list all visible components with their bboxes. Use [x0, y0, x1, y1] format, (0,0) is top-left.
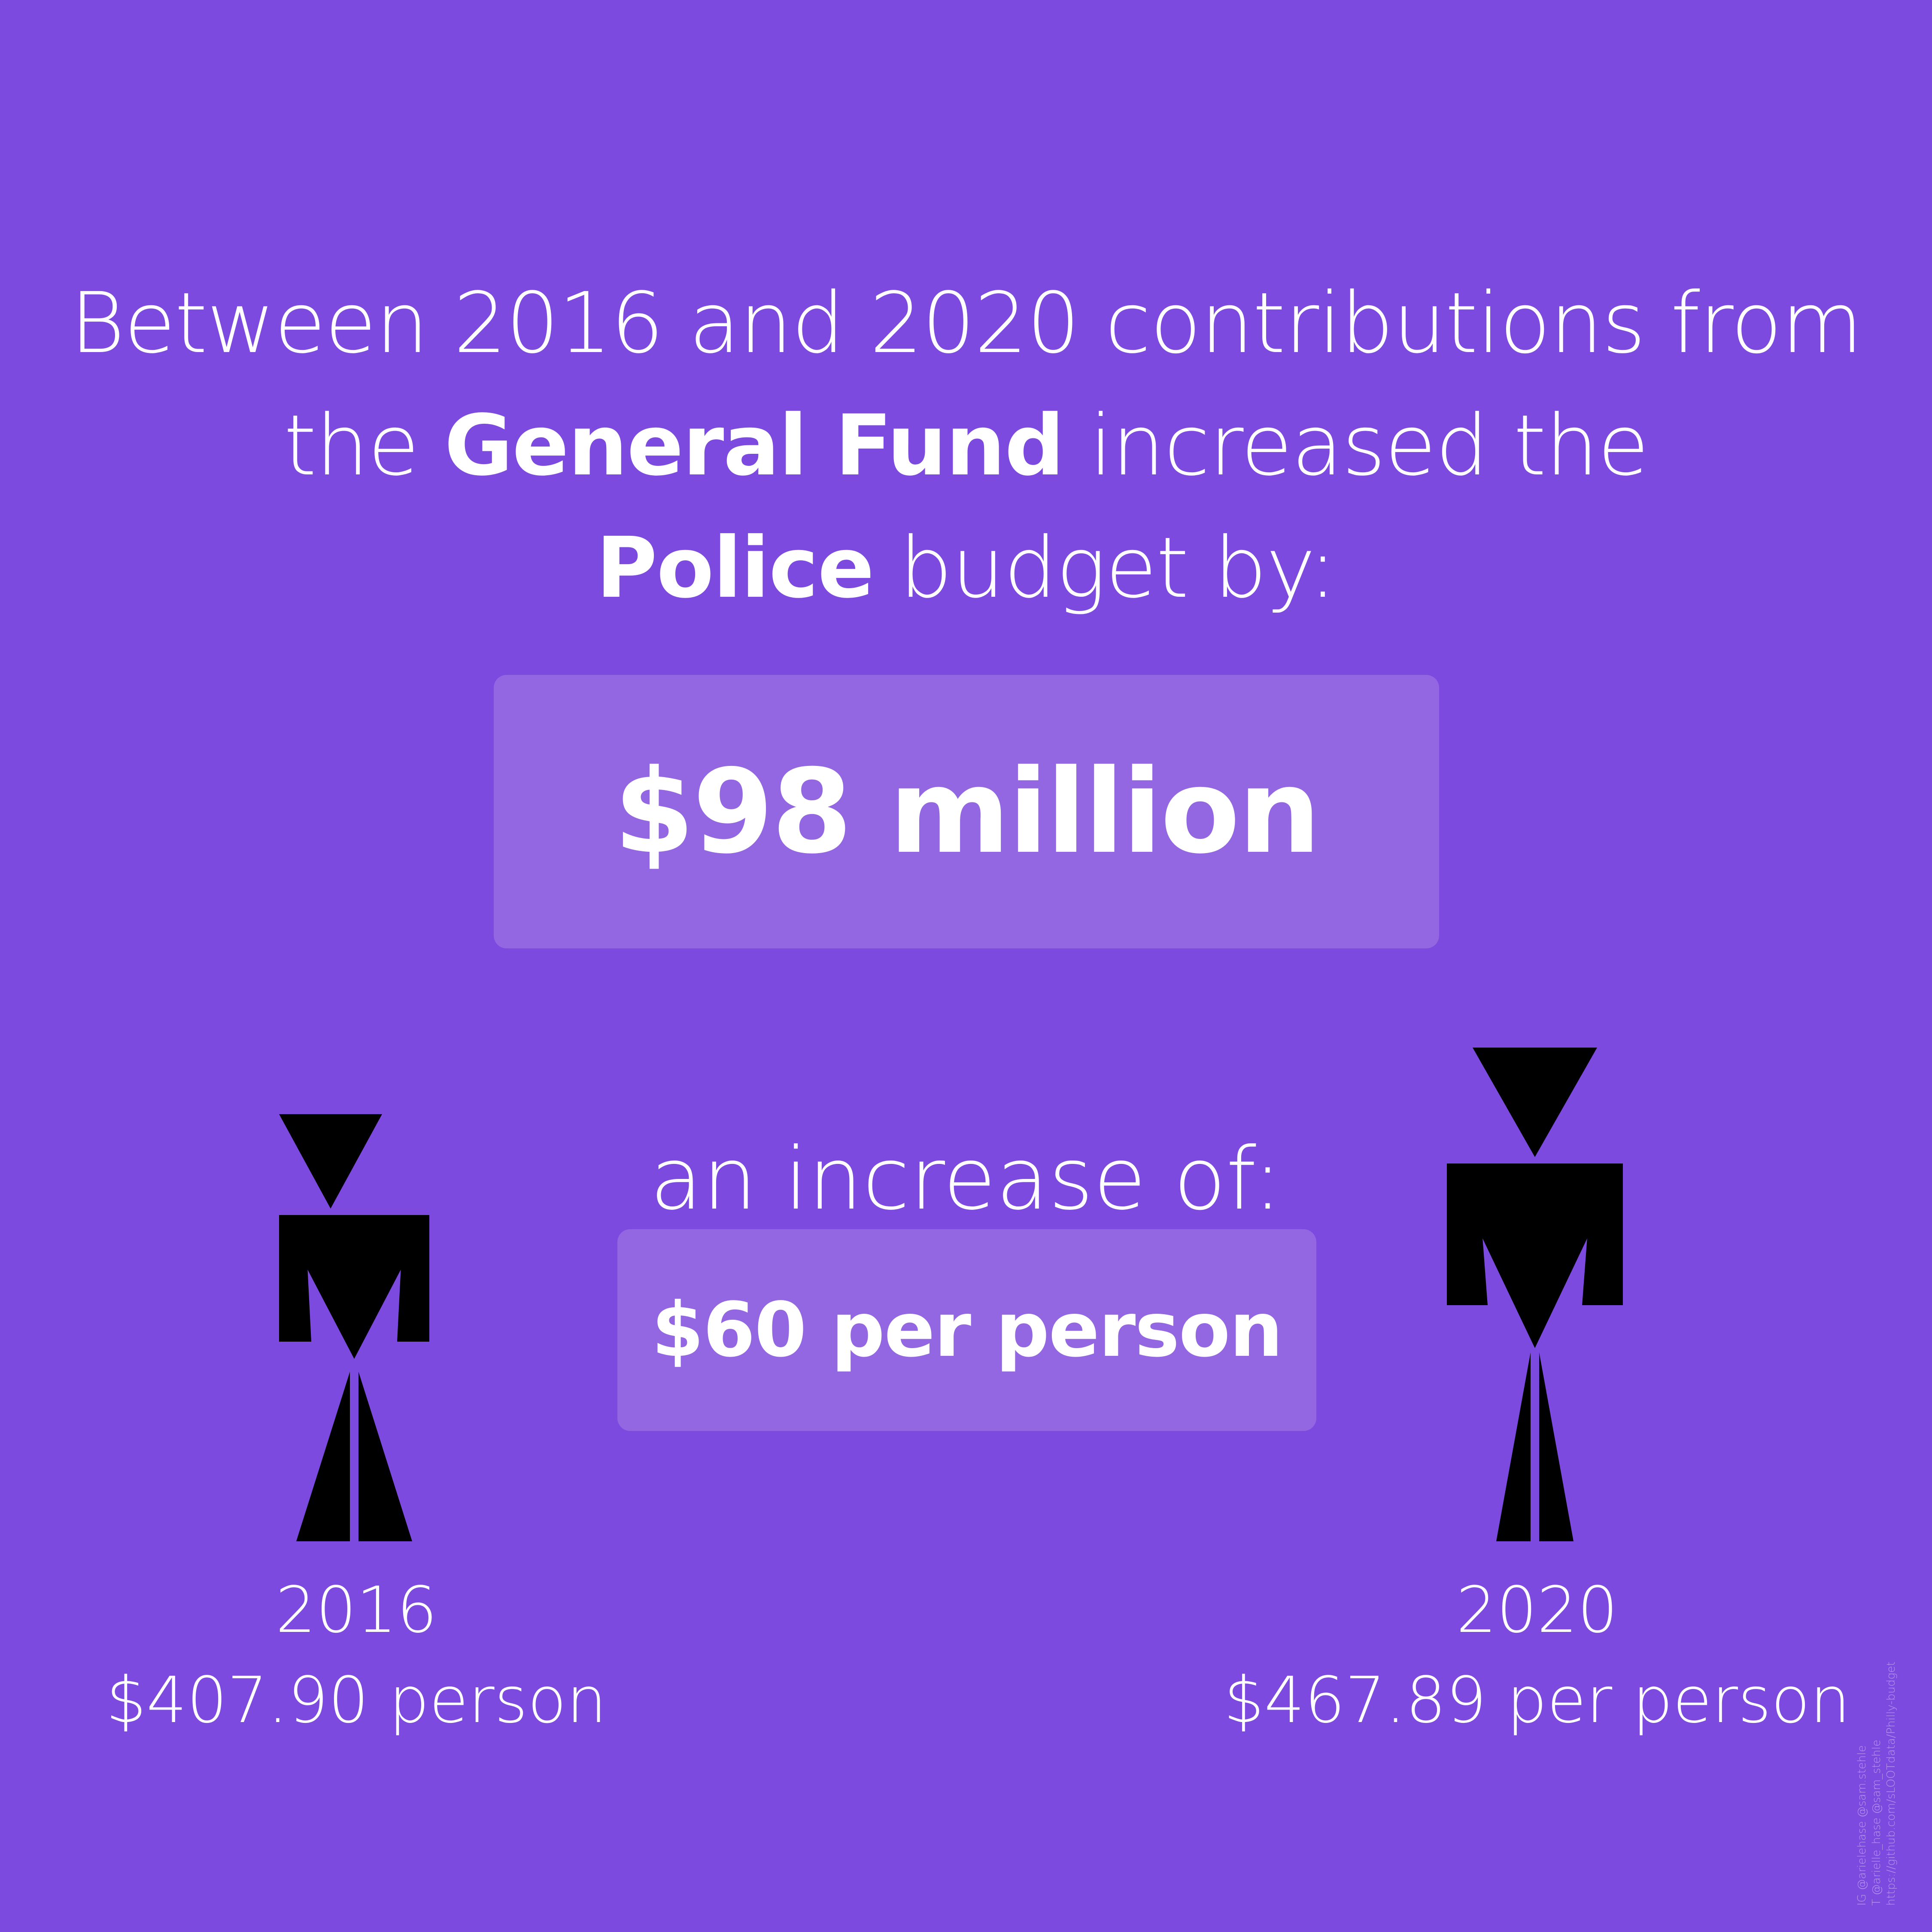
headline-general-fund: General Fund	[444, 397, 1065, 494]
headline-text-3: budget by:	[873, 519, 1337, 617]
credits: IG @arielehase @sam.stehle T @arielle_ha…	[1855, 1662, 1899, 1906]
year-label: 2016	[275, 1573, 437, 1647]
year-label: 2020	[1456, 1573, 1618, 1647]
headline-police: Police	[596, 519, 874, 617]
credit-line: T @arielle_hase @sam_stehle	[1870, 1740, 1883, 1906]
headline: Between 2016 and 2020 contributions from…	[0, 262, 1932, 629]
credit-line: IG @arielehase @sam.stehle	[1856, 1745, 1868, 1906]
increase-label: an increase of:	[650, 1129, 1282, 1229]
headline-text-1: Between 2016 and 2020 contributions from…	[70, 274, 1863, 494]
total-increase-box: $98 million	[494, 675, 1439, 948]
person-icon	[279, 1114, 429, 1541]
credit-line: https://github.com/sLOOTdata/Philly-budg…	[1885, 1662, 1898, 1906]
per-person-value: $60 per person	[651, 1286, 1283, 1374]
per-person-spend: $467.89 per person	[1224, 1663, 1850, 1737]
per-person-spend: $407.90 person	[106, 1663, 607, 1737]
caption-2020: 2020 $467.89 per person	[1224, 1565, 1850, 1745]
caption-2016: 2016 $407.90 person	[99, 1565, 614, 1745]
person-icon	[1447, 1048, 1623, 1541]
total-increase-value: $98 million	[614, 744, 1321, 879]
headline-text-2: increased the	[1063, 397, 1649, 494]
per-person-box: $60 per person	[617, 1229, 1316, 1431]
